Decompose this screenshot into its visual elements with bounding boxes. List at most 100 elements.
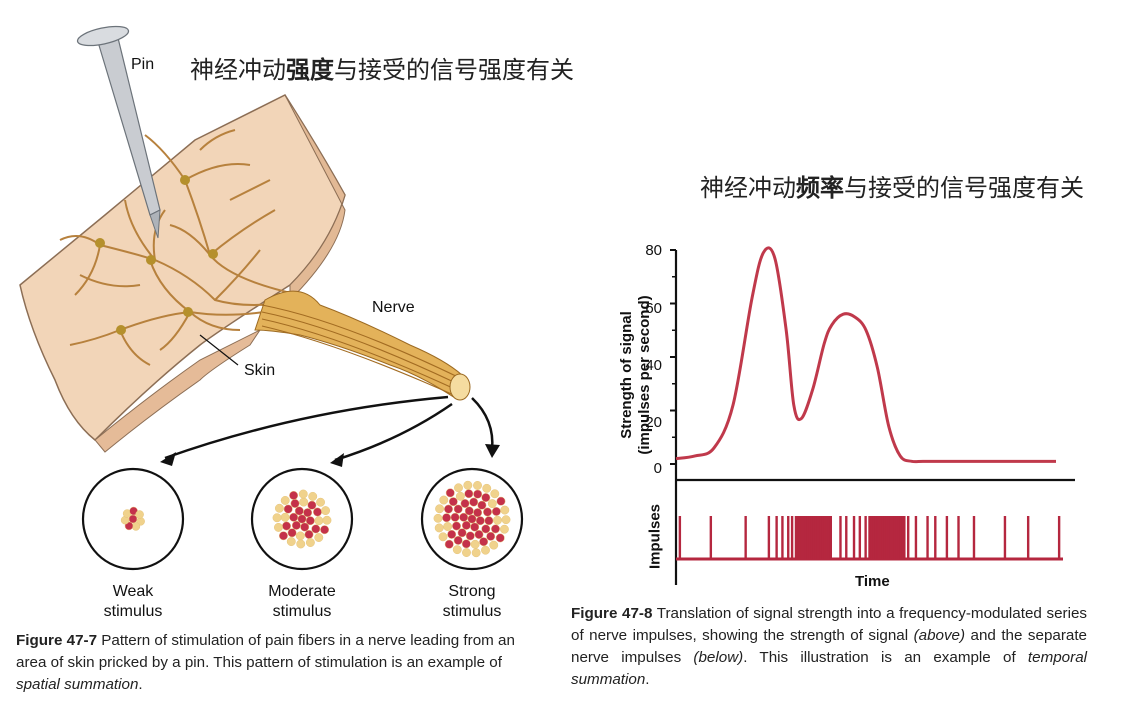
fiber-dot [490,489,500,499]
fiber-dot [448,497,458,507]
signal-chart [670,246,1075,585]
fiber-dot [314,516,324,526]
nerve-bundle [254,290,471,401]
fiber-dot [461,539,471,549]
fiber-dot [296,539,306,549]
stimulus-arrows [164,395,494,462]
nerve-endings [95,175,218,335]
fiber-dot [481,524,491,534]
fiber-dot [447,529,457,539]
fiber-dot [444,504,453,514]
fiber-dot [481,545,490,555]
fiber-dot [314,533,324,542]
fiber-dot [500,505,510,515]
skin-leader [199,334,239,366]
fiber-dot [473,480,482,490]
fiber-dot [443,522,453,531]
fiber-dot [464,489,474,499]
fiber-dot [295,531,305,541]
fiber-dot [469,497,479,507]
fiber-dot [453,535,463,545]
strong-stimulus-label: Strong stimulus [442,583,502,620]
fiber-dot [303,508,313,518]
fiber-dot [304,530,314,539]
fiber-dot [316,497,325,507]
fiber-dot [290,499,300,508]
fiber-dot [321,506,330,516]
fiber-dot [438,532,448,542]
weak-stimulus-fibers [120,506,145,531]
fiber-dot [454,483,463,493]
fiber-dot [300,522,310,532]
impulse-train [676,516,1063,561]
moderate-stimulus-label: Moderate stimulus [268,583,336,620]
fiber-dot [464,506,474,516]
fiber-dot [308,491,318,501]
fiber-dot [282,521,291,531]
fiber-dot [477,500,487,510]
fiber-dot [473,508,483,518]
fiber-dot [434,523,444,533]
fiber-dot [280,496,290,505]
fiber-dot [452,545,462,555]
fiber-dot [482,483,492,493]
fiber-dot [496,496,506,506]
fiber-dot [286,537,296,547]
ytick-80: 80 [645,242,662,259]
fiber-dot [489,540,499,550]
impulses-label: Impulses [646,503,664,570]
fiber-dot [435,504,445,514]
ytick-0: 0 [653,460,662,477]
fiber-dot [479,537,489,547]
fiber-dot [445,488,455,498]
fiber-dot [487,499,497,509]
fiber-dot [311,524,321,534]
signal-strength-line [675,246,1056,464]
fiber-dot [462,548,471,558]
y-axis-label: Strength of signal (impulses per second) [618,295,653,455]
fiber-dot [322,515,332,525]
fiber-dot [298,489,308,499]
fiber-dot [274,522,283,532]
skin-label: Skin [244,362,276,379]
fiber-dot [484,516,494,526]
pin [76,25,161,239]
ytick-20: 20 [645,414,662,431]
fig7-caption: Figure 47-7 Pattern of stimulation of pa… [16,632,515,693]
moderate-stimulus-fibers [272,489,332,549]
fiber-dot [305,538,315,547]
fiber-dot [279,531,288,541]
fiber-dot [320,525,330,535]
fiber-dot [499,524,509,534]
weak-stimulus-label: Weak stimulus [103,583,163,620]
fiber-dot [289,491,299,500]
strong-stimulus-fibers [433,480,511,558]
fiber-dot [313,507,322,517]
fiber-dot [467,514,477,524]
fiber-dot [287,528,297,538]
fiber-dot [272,513,282,523]
fiber-dot [491,507,501,516]
fiber-dot [442,513,451,523]
fiber-dot [135,510,144,519]
fiber-dot [495,533,505,543]
fiber-dot [486,531,496,541]
fiber-dot [473,489,483,499]
fiber-dot [297,514,307,524]
fig7-title: 神经冲动强度与接受的信号强度有关 [190,56,574,84]
fiber-dot [274,503,284,513]
fiber-dot [280,512,290,522]
fiber-dot [470,522,480,532]
x-axis-label: Time [855,573,890,590]
fiber-dot [444,539,454,549]
fiber-dot [450,512,460,522]
fiber-dot [483,507,492,517]
fiber-dot [453,504,463,514]
y-axis-ticks [670,249,676,465]
fiber-dot [294,506,304,516]
ytick-60: 60 [645,300,662,317]
fiber-dot [461,520,471,530]
fiber-dot [452,521,461,531]
fiber-dot [457,528,467,538]
